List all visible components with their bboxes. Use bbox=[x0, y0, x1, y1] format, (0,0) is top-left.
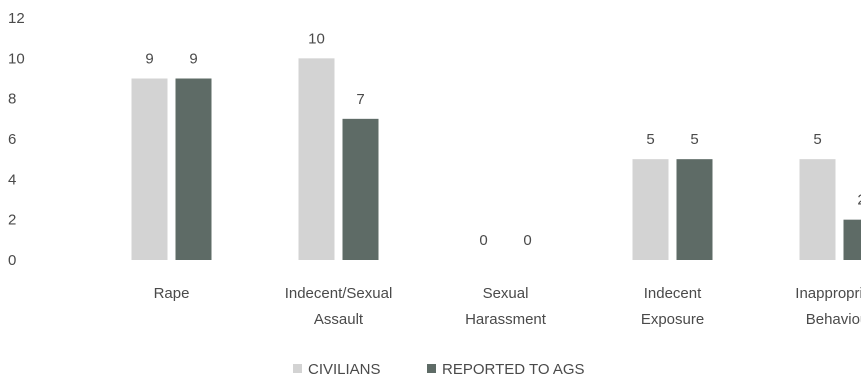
y-tick-label: 2 bbox=[8, 212, 16, 229]
bar-civilians-3 bbox=[632, 159, 669, 260]
bar-civilians-0 bbox=[131, 78, 168, 260]
bar-civilians-1 bbox=[298, 58, 335, 261]
y-tick-label: 4 bbox=[8, 171, 16, 188]
data-label: 7 bbox=[356, 91, 364, 108]
data-label: 5 bbox=[813, 131, 821, 148]
data-label: 0 bbox=[479, 232, 487, 249]
y-axis: 0 2 4 6 8 10 12 bbox=[8, 10, 25, 269]
y-tick-label: 12 bbox=[8, 10, 25, 27]
legend-label: REPORTED TO AGS bbox=[442, 361, 585, 378]
legend-label: CIVILIANS bbox=[308, 361, 381, 378]
category-label: Assault bbox=[314, 311, 364, 328]
y-tick-label: 8 bbox=[8, 91, 16, 108]
category-label: Indecent bbox=[644, 285, 702, 302]
category-labels: Rape Indecent/Sexual Assault Sexual Harassme… bbox=[154, 285, 861, 328]
y-tick-label: 6 bbox=[8, 131, 16, 148]
category-label: Inappropriate bbox=[795, 285, 861, 302]
data-label: 9 bbox=[145, 51, 153, 68]
category-label: Exposure bbox=[641, 311, 704, 328]
bars bbox=[131, 58, 861, 261]
bar-reported-to-ags-0 bbox=[175, 78, 212, 260]
bar-civilians-4 bbox=[799, 159, 836, 260]
data-label: 9 bbox=[189, 51, 197, 68]
category-label: Indecent/Sexual bbox=[285, 285, 393, 302]
legend-swatch bbox=[427, 364, 436, 373]
data-label: 10 bbox=[308, 30, 325, 47]
data-label: 5 bbox=[646, 131, 654, 148]
category-label: Sexual bbox=[483, 285, 529, 302]
data-label: 0 bbox=[523, 232, 531, 249]
legend: CIVILIANS REPORTED TO AGS bbox=[293, 361, 585, 378]
category-label: Rape bbox=[154, 285, 190, 302]
bar-reported-to-ags-1 bbox=[342, 118, 379, 260]
category-label: Harassment bbox=[465, 311, 547, 328]
y-tick-label: 10 bbox=[8, 50, 25, 67]
bar-reported-to-ags-3 bbox=[676, 159, 713, 260]
bar-reported-to-ags-4 bbox=[843, 219, 861, 260]
legend-swatch bbox=[293, 364, 302, 373]
category-label: Behaviour bbox=[806, 311, 861, 328]
data-label: 2 bbox=[857, 192, 861, 209]
data-label: 5 bbox=[690, 131, 698, 148]
y-tick-label: 0 bbox=[8, 252, 16, 269]
data-labels: 9 9 10 7 0 0 5 5 5 2 bbox=[145, 30, 861, 249]
